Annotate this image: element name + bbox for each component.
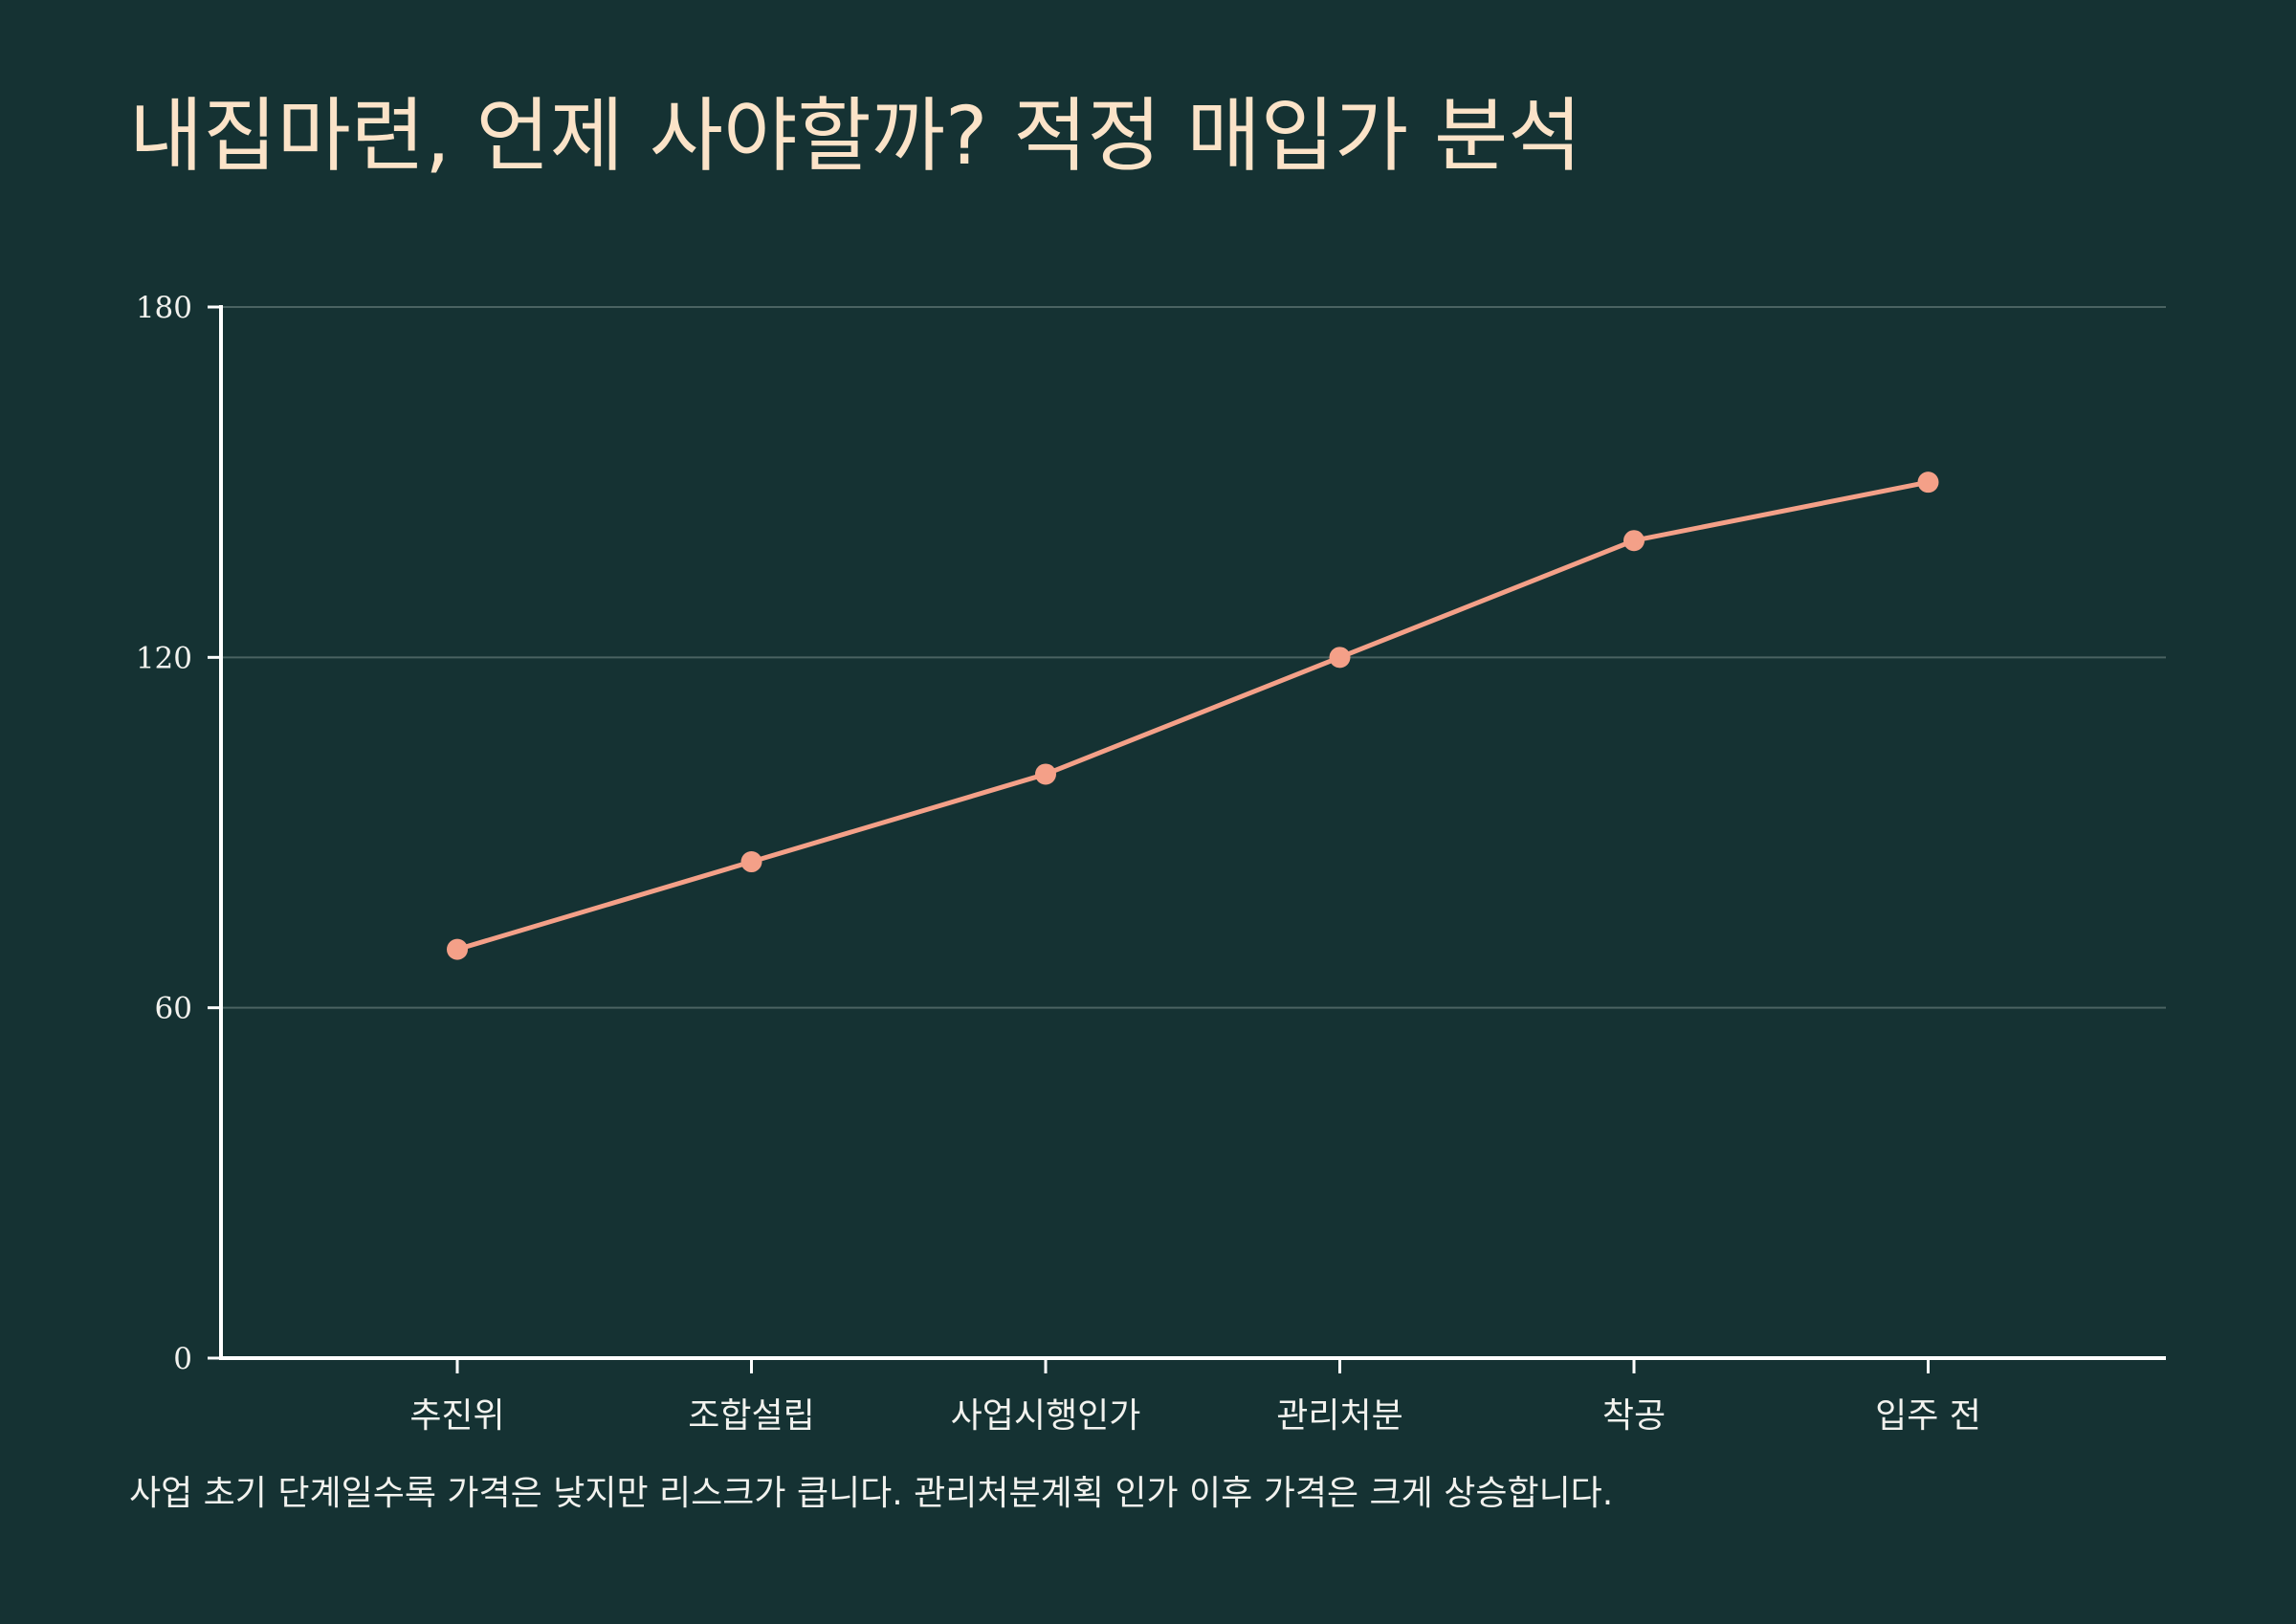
y-tick-label: 0 bbox=[173, 1342, 192, 1376]
data-point bbox=[740, 851, 762, 873]
x-tick-label: 입주 전 bbox=[1875, 1396, 1981, 1436]
y-tick-label: 180 bbox=[136, 291, 192, 325]
data-point bbox=[1917, 472, 1939, 494]
x-tick-label: 추진위 bbox=[409, 1396, 504, 1436]
gridlines bbox=[221, 306, 2166, 1009]
data-point bbox=[1329, 647, 1351, 669]
series-layer bbox=[447, 472, 1939, 960]
axes: 0 60 120 180 추진위 조합설립 사업시행인가 관리처분 착공 입주 전 bbox=[136, 291, 2166, 1436]
x-tick-label: 사업시행인가 bbox=[951, 1396, 1141, 1436]
x-tick-label: 조합설립 bbox=[688, 1396, 814, 1436]
y-tick-label: 60 bbox=[155, 992, 192, 1026]
data-point bbox=[447, 938, 468, 960]
series-line bbox=[454, 479, 1931, 953]
data-point bbox=[1035, 763, 1056, 785]
x-tick-label: 관리처분 bbox=[1276, 1396, 1402, 1436]
chart-title: 내집마련, 언제 사야할까? 적정 매입가 분석 bbox=[129, 89, 1582, 183]
data-point bbox=[1623, 530, 1645, 552]
x-tick-label: 착공 bbox=[1602, 1396, 1666, 1436]
y-tick-label: 120 bbox=[136, 641, 192, 675]
chart-caption: 사업 초기 단계일수록 가격은 낮지만 리스크가 큽니다. 관리처분계획 인가 … bbox=[129, 1474, 1614, 1513]
